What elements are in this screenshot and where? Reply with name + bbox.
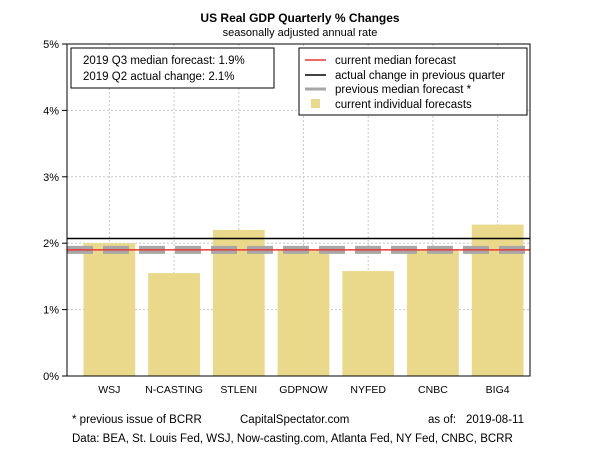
x-category-label: N-CASTING <box>145 384 203 396</box>
legend: current median forecast actual change in… <box>298 47 528 116</box>
footer-asof-date: 2019-08-11 <box>466 414 524 426</box>
legend-label-actual-change: actual change in previous quarter <box>335 70 505 82</box>
bars <box>83 224 524 376</box>
footer-asof-label: as of: <box>428 414 456 426</box>
legend-label-previous-median: previous median forecast * <box>335 84 472 96</box>
bar <box>342 271 395 376</box>
x-category-label: WSJ <box>98 384 120 396</box>
x-axis-categories: WSJ N-CASTING STLENI GDPNOW NYFED CNBC BIG4 <box>98 384 509 396</box>
x-category-label: CNBC <box>418 384 448 396</box>
y-tick-label: 4% <box>43 105 59 117</box>
plot-area-border <box>66 43 531 377</box>
y-tick-label: 5% <box>43 39 59 51</box>
legend-label-current-median: current median forecast <box>335 55 457 67</box>
y-tick-label: 3% <box>43 172 59 184</box>
bar <box>212 229 265 376</box>
legend-label-individual-forecasts: current individual forecasts <box>335 99 472 111</box>
chart-title: US Real GDP Quarterly % Changes <box>200 11 400 25</box>
info-box-line1: 2019 Q3 median forecast: 1.9% <box>83 55 245 67</box>
reference-lines <box>67 237 530 254</box>
legend-key-individual-forecasts <box>311 99 320 108</box>
info-box-frame <box>70 47 275 89</box>
footer-note: * previous issue of BCRR <box>72 414 202 426</box>
footer-source: Data: BEA, St. Louis Fed, WSJ, Now-casti… <box>72 433 513 445</box>
footer-site: CapitalSpectator.com <box>240 414 349 426</box>
y-tick-label: 2% <box>43 238 59 250</box>
y-tick-label: 0% <box>43 371 59 383</box>
info-box-line2: 2019 Q2 actual change: 2.1% <box>83 71 235 83</box>
y-axis-ticks: 0% 1% 2% 3% 4% 5% <box>43 39 67 383</box>
x-category-label: BIG4 <box>486 384 510 396</box>
bar <box>407 249 459 376</box>
x-category-label: STLENI <box>220 384 257 396</box>
bar <box>83 243 136 376</box>
info-box: 2019 Q3 median forecast: 1.9% 2019 Q2 ac… <box>70 47 275 89</box>
x-category-label: NYFED <box>350 384 386 396</box>
bar <box>148 273 200 376</box>
x-category-label: GDPNOW <box>279 384 328 396</box>
legend-frame <box>298 47 528 116</box>
y-tick-label: 1% <box>43 305 59 317</box>
chart-subtitle: seasonally adjusted annual rate <box>223 27 378 39</box>
bar <box>277 249 330 376</box>
